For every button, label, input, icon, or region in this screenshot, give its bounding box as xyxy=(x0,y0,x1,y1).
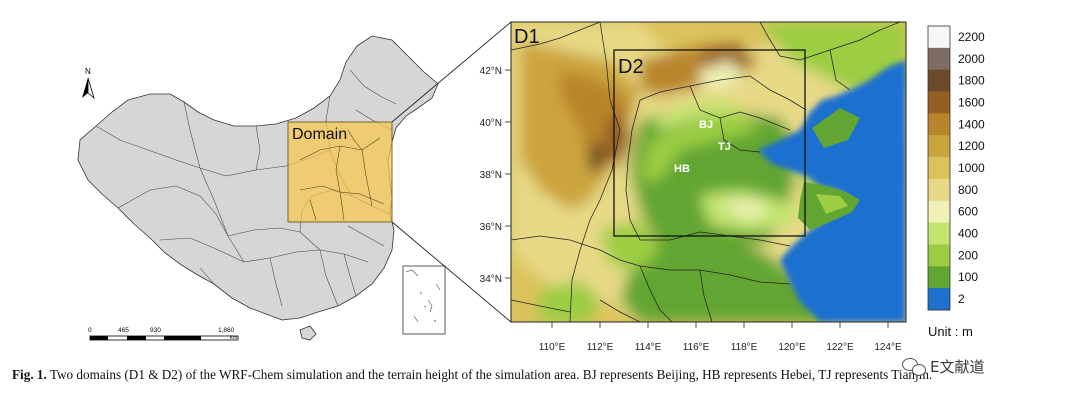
colorbar-swatch xyxy=(928,157,950,180)
lon-tick-114: 114°E xyxy=(635,342,662,353)
colorbar-label: 800 xyxy=(958,183,978,197)
city-label-tj: TJ xyxy=(718,141,731,153)
d1-label: D1 xyxy=(514,26,540,48)
colorbar-swatch xyxy=(928,244,950,267)
caption-label: Fig. 1. xyxy=(12,367,47,382)
colorbar-swatch xyxy=(928,47,950,71)
scale-tick-0: 0 xyxy=(88,327,92,334)
scale-tick-3: 1,860 xyxy=(218,327,235,334)
domain-box xyxy=(287,121,393,223)
connector-top xyxy=(391,21,512,123)
colorbar-label: 600 xyxy=(958,205,978,219)
colorbar-label: 200 xyxy=(958,248,978,262)
colorbar-label: 1400 xyxy=(958,117,985,131)
scale-tick-2: 930 xyxy=(150,327,161,334)
figure-caption: Fig. 1. Two domains (D1 & D2) of the WRF… xyxy=(12,366,1057,384)
wechat-icon xyxy=(902,356,926,376)
colorbar-swatch xyxy=(928,26,950,49)
colorbar-swatch xyxy=(928,266,950,289)
colorbar-swatch xyxy=(928,91,950,114)
colorbar-swatch xyxy=(928,135,950,158)
colorbar-label: 2 xyxy=(958,292,965,306)
watermark-text: E文献道 xyxy=(930,357,985,376)
scale-bar: 0 465 930 1,860 km xyxy=(88,327,239,341)
colorbar-swatch xyxy=(928,288,950,311)
colorbar-frame xyxy=(927,25,951,311)
colorbar-swatch xyxy=(928,222,950,245)
lat-tick-40: 40°N xyxy=(480,118,502,129)
colorbar-label: 1600 xyxy=(958,95,985,109)
overview-map: Domain N 0 465 930 1,860 km xyxy=(77,35,446,341)
colorbar-swatch xyxy=(928,113,950,136)
lon-tick-120: 120°E xyxy=(778,342,806,353)
city-label-hb: HB xyxy=(674,163,690,175)
lon-tick-118: 118°E xyxy=(731,342,758,353)
connector-bottom xyxy=(391,221,512,323)
lat-tick-34: 34°N xyxy=(480,274,502,285)
lon-tick-124: 124°E xyxy=(874,342,902,353)
lat-tick-36: 36°N xyxy=(480,222,502,233)
terrain-map: D1 D2 BJ TJ HB 42°N 40°N 38°N 36°N 34°N … xyxy=(480,21,907,353)
colorbar-label: 2200 xyxy=(958,30,985,44)
domain-label: Domain xyxy=(292,126,347,143)
colorbar-label: 400 xyxy=(958,227,978,241)
colorbar-label: 1200 xyxy=(958,139,985,153)
scale-unit: km xyxy=(230,335,238,341)
d2-label: D2 xyxy=(618,56,644,78)
colorbar-label: 1800 xyxy=(958,74,985,88)
north-arrow-label: N xyxy=(85,67,91,76)
colorbar-swatch xyxy=(928,69,950,93)
d2-box xyxy=(613,49,806,237)
colorbar-label: 1000 xyxy=(958,161,985,175)
colorbar-label: 100 xyxy=(958,270,978,284)
lat-tick-42: 42°N xyxy=(480,66,502,77)
watermark: E文献道 xyxy=(902,352,984,380)
caption-text: Two domains (D1 & D2) of the WRF-Chem si… xyxy=(49,367,933,382)
colorbar: 2200 2000 1800 1600 1400 1200 1000 800 600 400 200… xyxy=(927,25,985,311)
colorbar-swatch xyxy=(928,178,950,202)
lon-tick-122: 122°E xyxy=(826,342,854,353)
city-label-bj: BJ xyxy=(699,119,713,131)
colorbar-label: 2000 xyxy=(958,52,985,66)
colorbar-swatch xyxy=(928,200,950,224)
lon-tick-112: 112°E xyxy=(587,342,614,353)
colorbar-unit: Unit : m xyxy=(928,324,973,339)
north-arrow: N xyxy=(82,67,95,100)
scale-tick-1: 465 xyxy=(118,327,129,334)
lon-tick-110: 110°E xyxy=(539,342,566,353)
inset-box xyxy=(402,265,446,335)
lon-tick-116: 116°E xyxy=(683,342,710,353)
lat-tick-38: 38°N xyxy=(480,170,502,181)
